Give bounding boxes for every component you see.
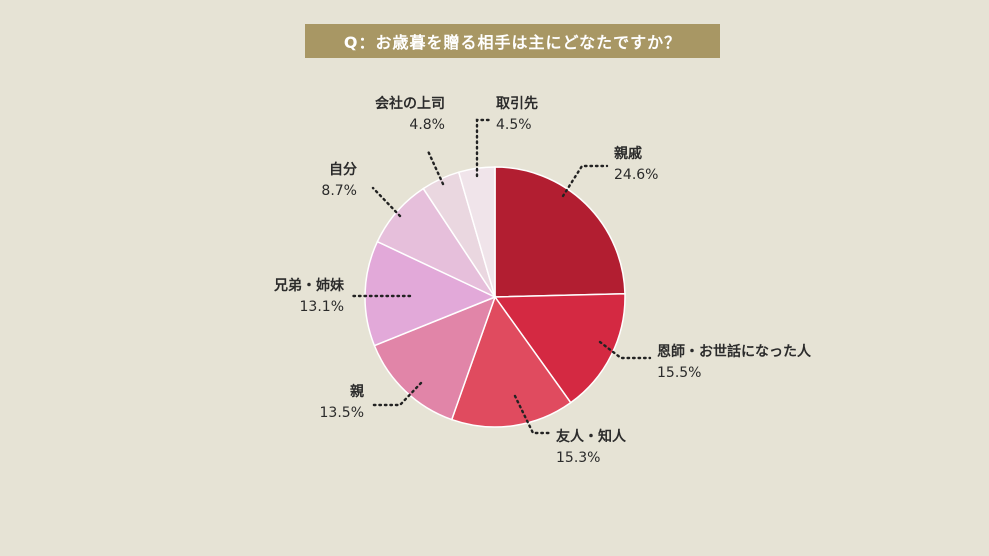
- slice-label: 取引先: [496, 95, 538, 112]
- slice-value: 15.5%: [657, 365, 701, 381]
- slice-labels: 親戚 24.6% 恩師・お世話になった人 15.5% 友人・知人 15.3% 親 13.5% 兄…: [273, 95, 812, 466]
- slice-value: 4.5%: [496, 117, 532, 133]
- slice-value: 15.3%: [556, 450, 600, 466]
- leader-lines: [348, 118, 652, 435]
- slice-value: 13.1%: [300, 299, 344, 315]
- slice-label: 友人・知人: [556, 428, 627, 445]
- leader-line: [426, 149, 445, 186]
- pie-slice: [493, 292, 626, 404]
- slice-value: 24.6%: [614, 167, 658, 183]
- slice-label: 親戚: [614, 145, 642, 162]
- pie-slices: [364, 166, 626, 428]
- slice-label: 自分: [329, 161, 357, 178]
- leader-line: [371, 186, 402, 218]
- pie-slice: [450, 295, 572, 428]
- leader-line: [513, 394, 552, 435]
- slice-value: 13.5%: [320, 405, 364, 421]
- slice-label: 親: [350, 383, 364, 400]
- slice-value: 4.8%: [409, 117, 445, 133]
- slice-label: 兄弟・姉妹: [273, 277, 345, 294]
- chart-title: Q：お歳暮を贈る相手は主にどなたですか？: [305, 24, 720, 58]
- slice-value: 8.7%: [321, 183, 357, 199]
- pie-slice: [373, 295, 497, 421]
- pie-slice: [364, 240, 497, 347]
- slice-label: 会社の上司: [375, 95, 445, 112]
- slice-label: 恩師・お世話になった人: [657, 343, 812, 360]
- pie-slice: [494, 166, 626, 298]
- leader-line: [475, 118, 492, 178]
- leader-line: [368, 381, 423, 407]
- leader-line: [598, 340, 652, 360]
- leader-line: [561, 164, 609, 198]
